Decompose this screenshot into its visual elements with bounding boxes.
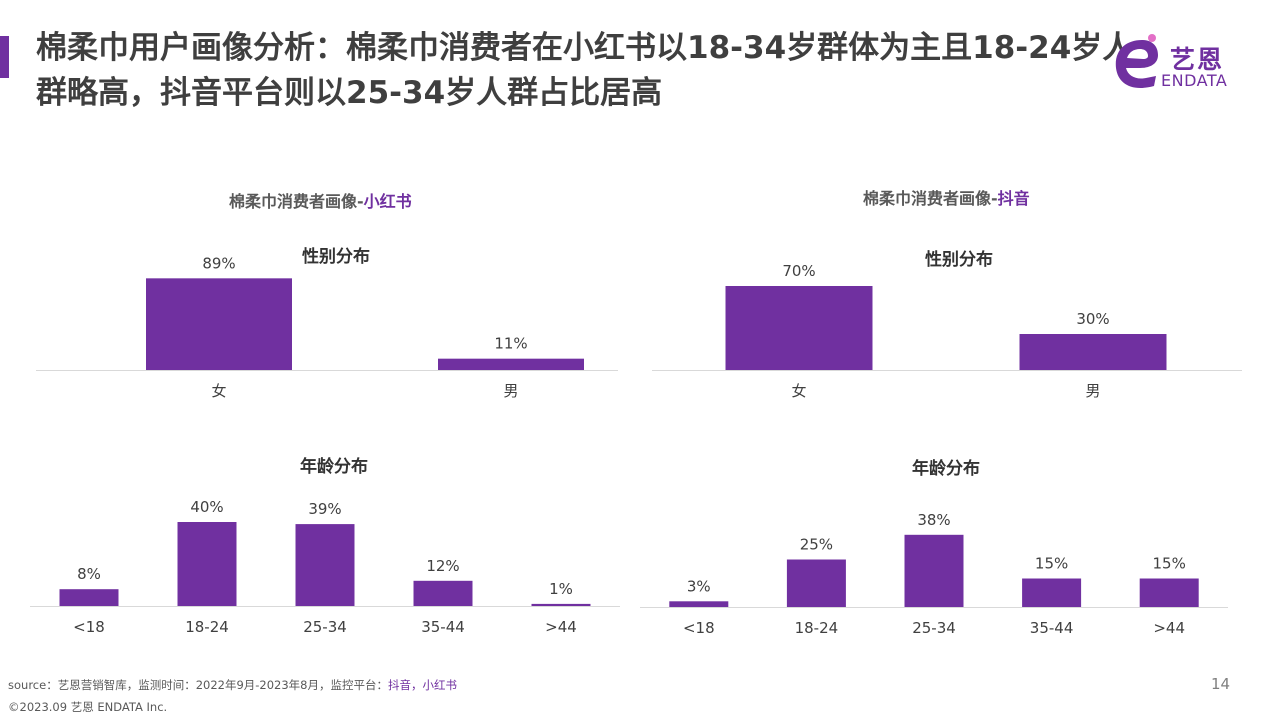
panel-title-prefix: 棉柔巾消费者画像-	[863, 189, 998, 208]
gender-chart-xiaohongshu: 89% 女 11% 男	[36, 254, 618, 400]
page-number: 14	[1211, 675, 1231, 693]
category-label: 35-44	[421, 618, 465, 636]
data-label: 70%	[782, 262, 815, 280]
data-label: 3%	[687, 577, 711, 595]
age-title-xiaohongshu: 年龄分布	[300, 457, 368, 477]
bar-女	[146, 278, 292, 370]
data-label: 39%	[308, 500, 341, 518]
source-platforms: 抖音，小红书	[388, 678, 458, 692]
bar-25-34	[295, 524, 355, 606]
panel-title-platform: 小红书	[363, 192, 412, 211]
age-chart-douyin: 3% <18 25% 18-24 38% 25-34 15% 35-44 15% >44	[640, 511, 1228, 637]
gender-title-xiaohongshu: 性别分布	[302, 247, 370, 267]
data-label: 11%	[494, 335, 527, 353]
data-label: 38%	[917, 511, 950, 529]
category-label: >44	[1153, 619, 1185, 637]
category-label: 25-34	[303, 618, 347, 636]
data-label: 89%	[202, 254, 235, 272]
category-label: 18-24	[795, 619, 839, 637]
bar->44	[531, 603, 591, 606]
data-label: 25%	[800, 536, 833, 554]
category-label: 35-44	[1030, 619, 1074, 637]
endata-logo	[1115, 34, 1158, 88]
bar-<18	[669, 601, 729, 607]
age-chart-xiaohongshu: 8% <18 40% 18-24 39% 25-34 12% 35-44 1% >44	[30, 498, 620, 636]
panel-title-xiaohongshu: 棉柔巾消费者画像-小红书	[229, 188, 412, 212]
title-accent-bar	[0, 36, 9, 78]
category-label: 男	[503, 382, 518, 400]
category-label: 女	[211, 382, 226, 400]
copyright: ©2023.09 艺恩 ENDATA Inc.	[8, 700, 168, 714]
data-label: 30%	[1076, 310, 1109, 328]
logo-subtext: ENDATA	[1161, 71, 1228, 90]
bar-18-24	[177, 522, 237, 606]
bar-男	[438, 358, 584, 370]
bar-25-34	[904, 534, 964, 607]
data-label: 8%	[77, 565, 101, 583]
gender-title-douyin: 性别分布	[925, 250, 993, 270]
category-label: >44	[545, 618, 577, 636]
bar-35-44	[413, 580, 473, 606]
endata-logo-icon	[1115, 34, 1158, 88]
data-label: 1%	[549, 580, 573, 598]
category-label: <18	[683, 619, 715, 637]
bar-女	[725, 286, 873, 370]
category-label: 女	[791, 382, 806, 400]
data-label: 40%	[190, 498, 223, 516]
data-label: 12%	[426, 557, 459, 575]
bar-男	[1019, 334, 1167, 370]
category-label: 男	[1085, 382, 1100, 400]
page-title: 棉柔巾用户画像分析：棉柔巾消费者在小红书以18-34岁群体为主且18-24岁人群…	[36, 30, 1134, 111]
category-label: 18-24	[185, 618, 229, 636]
data-label: 15%	[1153, 555, 1186, 573]
bar-<18	[59, 589, 119, 606]
panel-title-prefix: 棉柔巾消费者画像-	[229, 192, 364, 211]
panel-title-douyin: 棉柔巾消费者画像-抖音	[863, 185, 1030, 209]
gender-chart-douyin: 70% 女 30% 男	[652, 262, 1242, 400]
source-text: source：艺恩营销智库，监测时间：2022年9月-2023年8月，监控平台：	[8, 678, 389, 692]
age-title-douyin: 年龄分布	[912, 459, 980, 479]
logo-text: 艺恩	[1170, 45, 1225, 74]
bar-35-44	[1022, 578, 1082, 607]
category-label: <18	[73, 618, 105, 636]
source-note: source：艺恩营销智库，监测时间：2022年9月-2023年8月，监控平台：…	[8, 677, 457, 693]
bar-18-24	[786, 559, 846, 607]
data-label: 15%	[1035, 555, 1068, 573]
category-label: 25-34	[912, 619, 956, 637]
bar->44	[1139, 578, 1199, 607]
panel-title-platform: 抖音	[997, 189, 1030, 208]
